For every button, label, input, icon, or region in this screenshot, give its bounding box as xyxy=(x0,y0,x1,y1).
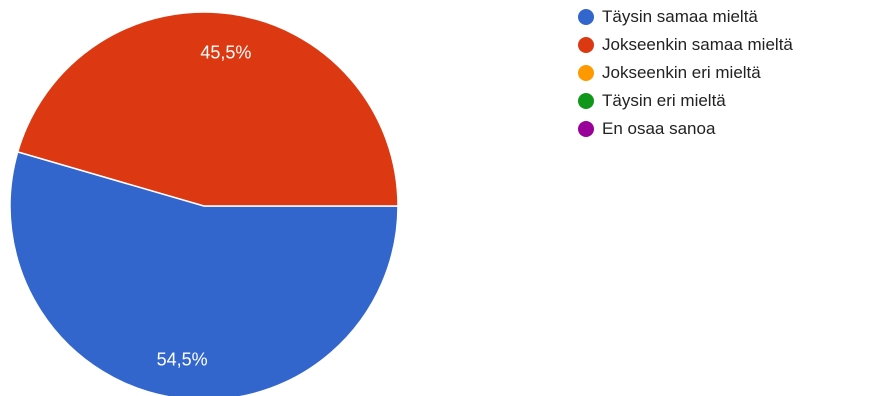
legend-marker-icon xyxy=(578,9,594,25)
slice-value-label: 54,5% xyxy=(157,350,208,370)
legend-label: Täysin eri mieltä xyxy=(602,91,726,110)
legend-label: Jokseenkin samaa mieltä xyxy=(602,35,793,54)
legend-marker-icon xyxy=(578,93,594,109)
legend-marker-icon xyxy=(578,65,594,81)
legend-item-taysin-eri-mielta[interactable]: Täysin eri mieltä xyxy=(578,88,793,114)
legend: Täysin samaa mieltä Jokseenkin samaa mie… xyxy=(578,4,793,144)
pie-chart: 54,5% 45,5% xyxy=(9,11,399,396)
pie-slice-labels: 54,5% 45,5% xyxy=(157,42,252,369)
legend-marker-icon xyxy=(578,37,594,53)
slice-value-label: 45,5% xyxy=(200,42,251,62)
legend-item-en-osaa-sanoa[interactable]: En osaa sanoa xyxy=(578,116,793,142)
legend-label: Jokseenkin eri mieltä xyxy=(602,63,761,82)
legend-label: Täysin samaa mieltä xyxy=(602,7,758,26)
legend-item-jokseenkin-eri-mielta[interactable]: Jokseenkin eri mieltä xyxy=(578,60,793,86)
legend-item-jokseenkin-samaa-mielta[interactable]: Jokseenkin samaa mieltä xyxy=(578,32,793,58)
pie-slice[interactable] xyxy=(16,11,399,207)
pie-slices xyxy=(9,11,399,396)
pie-slice[interactable] xyxy=(9,150,399,396)
legend-label: En osaa sanoa xyxy=(602,119,716,138)
legend-marker-icon xyxy=(578,121,594,137)
legend-item-taysin-samaa-mielta[interactable]: Täysin samaa mieltä xyxy=(578,4,793,30)
